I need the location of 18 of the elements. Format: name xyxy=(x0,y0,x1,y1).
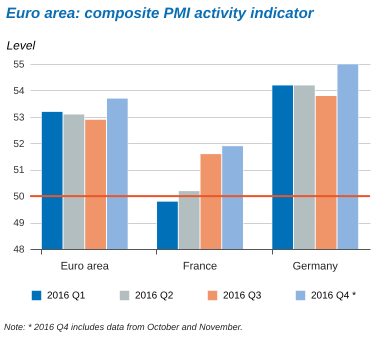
y-tick-label: 51 xyxy=(13,165,25,176)
y-tick-label: 52 xyxy=(13,138,25,150)
y-tick-label: 48 xyxy=(13,244,25,256)
y-tick-label: 55 xyxy=(13,60,25,70)
y-tick-label: 50 xyxy=(13,192,25,203)
legend-label: 2016 Q1 xyxy=(47,290,86,302)
x-tick-label: France xyxy=(182,260,218,272)
chart-title: Euro area: composite PMI activity indicator xyxy=(6,5,315,22)
legend-label: 2016 Q3 xyxy=(223,290,262,302)
x-tick-label: Germany xyxy=(292,260,338,272)
y-tick-label: 54 xyxy=(13,86,25,97)
x-tick-label: Euro area xyxy=(60,260,110,272)
text: Note: * 2016 Q4 includes data from October and November. xyxy=(4,322,244,332)
legend-label: 2016 Q2 xyxy=(135,290,174,302)
y-tick-label: 49 xyxy=(13,218,25,230)
y-axis-title: Level xyxy=(6,38,36,52)
legend-label: 2016 Q4 * xyxy=(311,290,356,302)
y-tick-label: 53 xyxy=(13,112,25,124)
